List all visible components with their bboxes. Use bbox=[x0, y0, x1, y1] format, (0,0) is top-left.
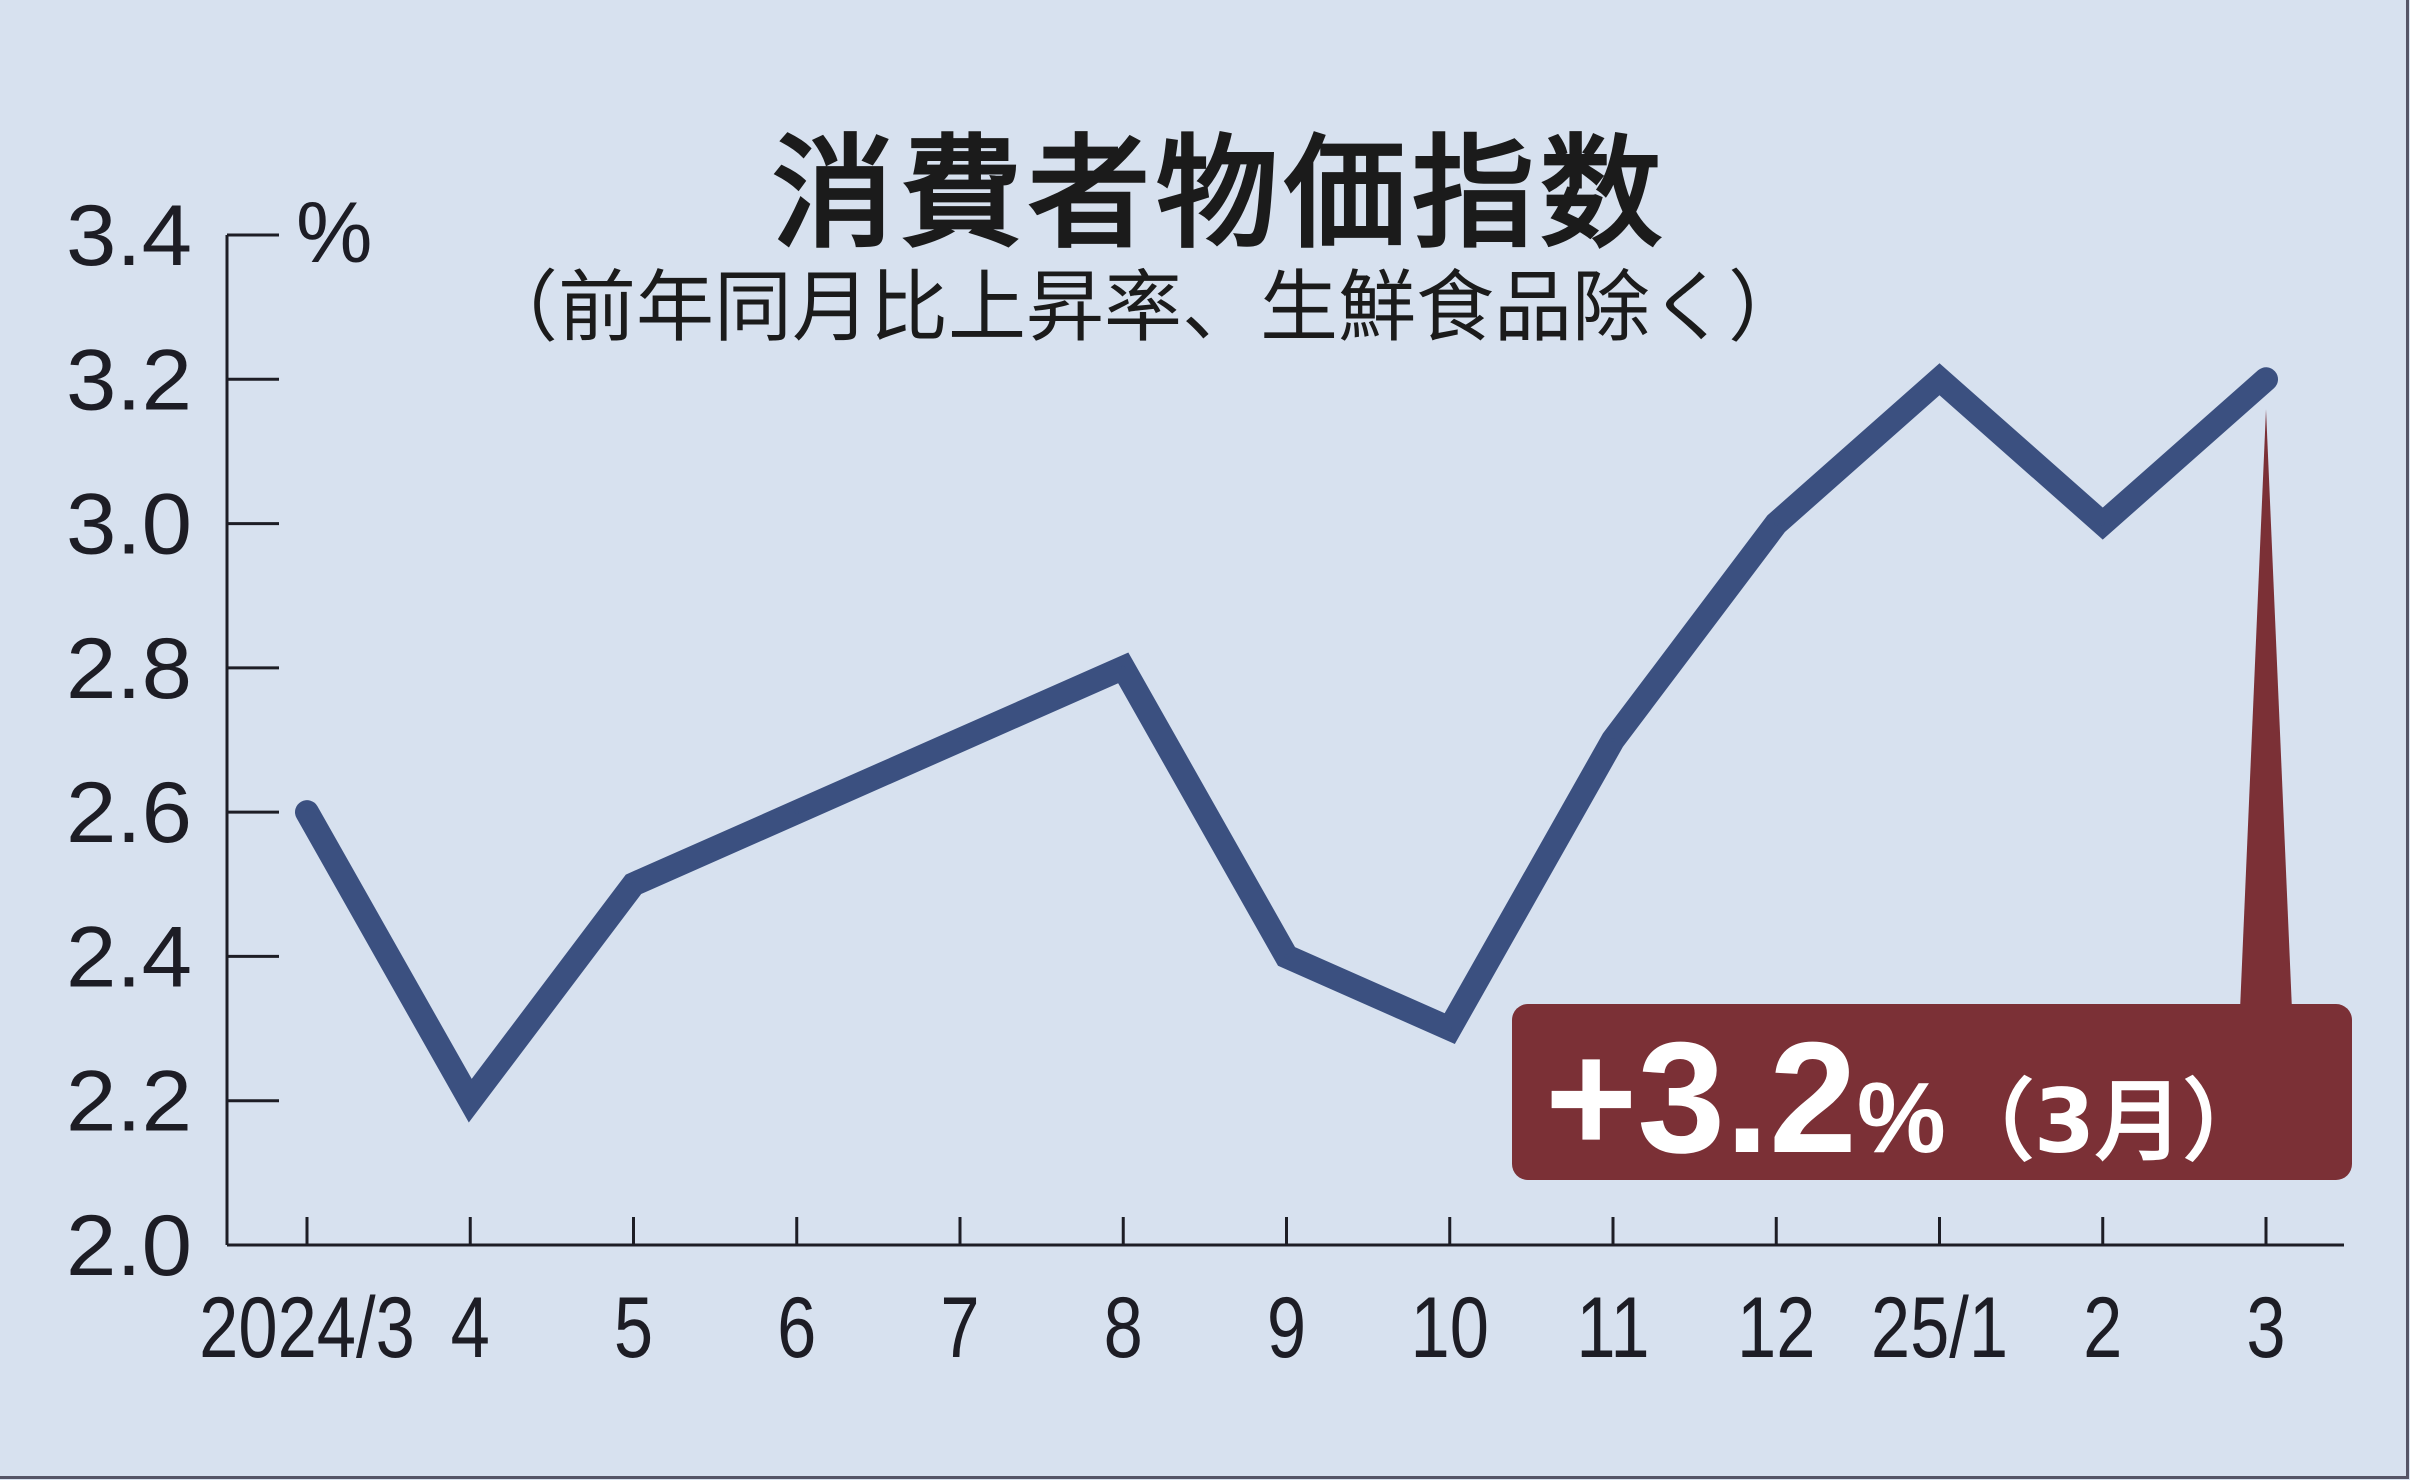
data-point bbox=[958, 738, 962, 742]
chart-subtitle: （前年同月比上昇率、生鮮食品除く） bbox=[480, 263, 1807, 353]
x-tick-label: 9 bbox=[1267, 1279, 1306, 1375]
callout-period: （3月） bbox=[1946, 1070, 2271, 1173]
y-tick-label: 2.4 bbox=[66, 909, 192, 1005]
y-tick-label: 2.2 bbox=[66, 1054, 192, 1150]
data-point bbox=[1611, 738, 1615, 742]
x-tick-label: 2 bbox=[2083, 1279, 2122, 1375]
y-tick-label: 2.8 bbox=[66, 621, 192, 717]
data-point bbox=[1937, 377, 1942, 382]
callout-value: +3.2 bbox=[1545, 1010, 1857, 1186]
data-point bbox=[305, 810, 309, 815]
callout-pointer bbox=[2240, 409, 2292, 1010]
callout-unit: % bbox=[1857, 1062, 1946, 1174]
data-point bbox=[1121, 665, 1126, 670]
y-tick-label: 3.2 bbox=[66, 332, 192, 428]
data-point bbox=[1284, 954, 1289, 959]
y-tick-label: 2.6 bbox=[66, 765, 192, 861]
callout-label: +3.2%（3月） bbox=[1545, 1010, 2271, 1186]
x-tick-label: 3 bbox=[2246, 1279, 2285, 1375]
x-tick-label: 7 bbox=[940, 1279, 979, 1375]
x-tick-label: 2024/3 bbox=[199, 1279, 415, 1375]
data-point bbox=[468, 1098, 473, 1103]
callout-box bbox=[1512, 1004, 2352, 1180]
y-tick-label: 3.0 bbox=[66, 477, 192, 573]
data-point bbox=[631, 882, 636, 887]
x-tick-label: 4 bbox=[451, 1279, 490, 1375]
data-point bbox=[2264, 377, 2268, 382]
data-point bbox=[1774, 521, 1779, 526]
x-tick-label: 8 bbox=[1104, 1279, 1143, 1375]
x-tick-label: 11 bbox=[1576, 1279, 1649, 1375]
x-tick-label: 6 bbox=[777, 1279, 816, 1375]
data-point bbox=[2100, 521, 2105, 526]
y-unit-label: % bbox=[296, 185, 372, 281]
x-tick-label: 10 bbox=[1411, 1279, 1489, 1375]
x-tick-label: 5 bbox=[614, 1279, 653, 1375]
y-tick-label: 2.0 bbox=[66, 1198, 192, 1294]
x-tick-label: 25/1 bbox=[1871, 1279, 2008, 1375]
x-tick-label: 12 bbox=[1737, 1279, 1815, 1375]
data-line bbox=[295, 363, 2278, 1123]
chart-title: 消費者物価指数 bbox=[772, 123, 1668, 265]
data-point bbox=[1447, 1026, 1452, 1031]
y-tick-label: 3.4 bbox=[66, 188, 192, 284]
data-point bbox=[794, 810, 799, 815]
